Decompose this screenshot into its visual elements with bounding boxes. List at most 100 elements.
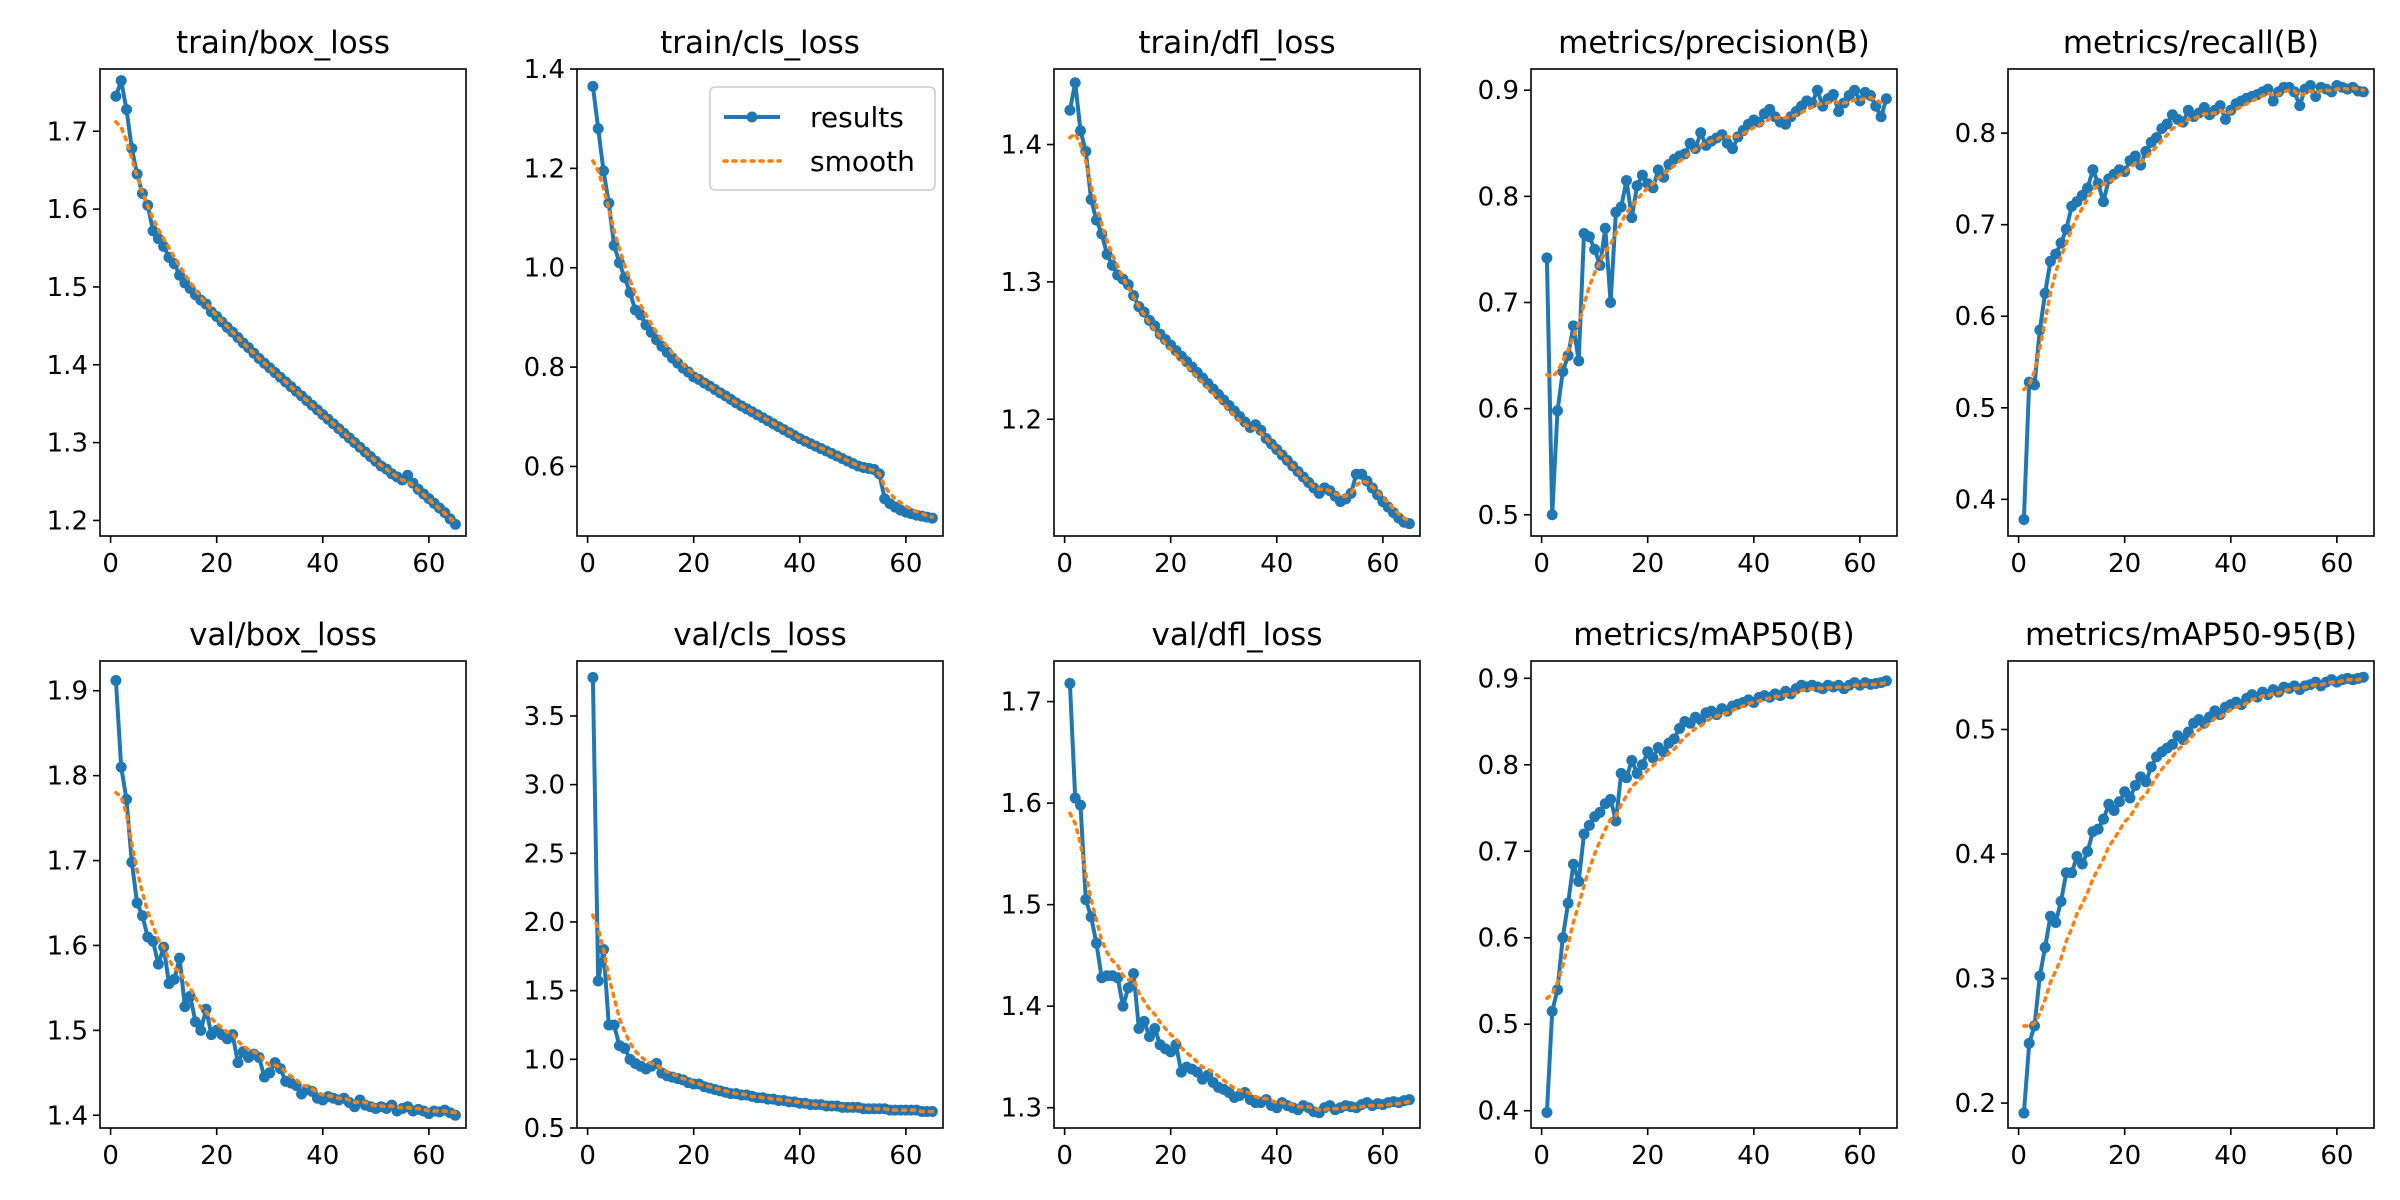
results-point <box>2145 761 2157 773</box>
x-tick-label: 60 <box>412 549 445 579</box>
results-point <box>2161 118 2173 130</box>
results-point <box>1090 937 1102 949</box>
x-tick-label: 60 <box>412 1141 445 1171</box>
y-tick-label: 1.4 <box>1001 131 1042 161</box>
results-point <box>2262 83 2274 95</box>
y-tick-label: 1.5 <box>47 273 88 303</box>
results-point <box>2039 941 2051 953</box>
x-tick-label: 20 <box>2108 1141 2141 1171</box>
results-point <box>2018 514 2030 526</box>
results-point <box>1647 752 1659 764</box>
x-tick-label: 0 <box>102 1141 119 1171</box>
results-point <box>1578 828 1590 840</box>
smooth-line <box>2022 676 2366 1028</box>
y-tick-label: 3.0 <box>524 771 565 801</box>
y-tick-label: 1.5 <box>524 977 565 1007</box>
results-point <box>2050 248 2062 260</box>
x-tick-label: 60 <box>1366 549 1399 579</box>
results-point <box>1620 174 1632 186</box>
results-point <box>1626 212 1638 224</box>
results-point <box>110 90 122 102</box>
y-tick-label: 1.2 <box>524 154 565 184</box>
results-point <box>168 973 180 985</box>
y-tick-label: 0.4 <box>1955 840 1996 870</box>
results-point <box>592 975 604 987</box>
results-point <box>2055 237 2067 249</box>
y-tick-label: 0.7 <box>1478 289 1519 319</box>
x-tick-label: 60 <box>889 1141 922 1171</box>
x-tick-label: 0 <box>1056 549 1073 579</box>
x-tick-label: 0 <box>2010 1141 2027 1171</box>
panel-7: val/dfl_loss 0 20 40 60 1.3 1.4 1.5 1.6 1.7 <box>1001 617 1421 1171</box>
axes-frame <box>1053 68 1421 537</box>
results-point <box>195 1024 207 1036</box>
smooth-line <box>1545 95 1889 379</box>
panel-5: val/box_loss 0 20 40 60 1.4 1.5 1.6 1.7 1.8 1.9 <box>47 617 467 1171</box>
results-point <box>1567 320 1579 332</box>
results-point <box>147 935 159 947</box>
results-point <box>110 675 122 687</box>
results-point <box>1594 806 1606 818</box>
legend: results smooth <box>709 86 936 191</box>
results-point <box>1631 180 1643 192</box>
results-point <box>2135 159 2147 171</box>
results-point <box>1149 1023 1161 1035</box>
y-tick-label: 1.5 <box>1001 891 1042 921</box>
y-tick-label: 0.8 <box>524 353 565 383</box>
axes-frame <box>1053 660 1421 1129</box>
results-point <box>152 233 164 245</box>
results-point <box>1827 88 1839 100</box>
x-tick-label: 40 <box>306 549 339 579</box>
results-point <box>232 1057 244 1069</box>
y-tick-label: 0.6 <box>1955 302 1996 332</box>
x-tick-label: 0 <box>579 1141 596 1171</box>
legend-box <box>709 86 936 191</box>
smooth-line <box>591 159 935 519</box>
results-point <box>2082 846 2094 858</box>
y-tick-label: 0.4 <box>1478 1097 1519 1127</box>
results-point <box>2023 1037 2035 1049</box>
results-point <box>1064 677 1076 689</box>
x-tick-label: 40 <box>306 1141 339 1171</box>
x-tick-label: 0 <box>1056 1141 1073 1171</box>
results-point <box>152 958 164 970</box>
results-point <box>200 1003 212 1015</box>
results-point <box>131 897 143 909</box>
results-point <box>2294 100 2306 112</box>
y-tick-label: 1.3 <box>47 429 88 459</box>
x-tick-label: 0 <box>1533 549 1550 579</box>
smooth-line <box>2022 86 2366 392</box>
results-point <box>1085 911 1097 923</box>
y-tick-label: 0.3 <box>1955 965 1996 995</box>
results-point <box>189 1016 201 1028</box>
axes-frame <box>1530 660 1898 1129</box>
y-tick-label: 1.6 <box>1001 789 1042 819</box>
y-tick-label: 0.7 <box>1955 211 1996 241</box>
results-point <box>1080 894 1092 906</box>
results-point <box>1552 405 1564 417</box>
results-point <box>264 1067 276 1079</box>
smooth-line <box>591 913 935 1114</box>
results-point <box>147 225 159 237</box>
x-tick-label: 40 <box>1737 1141 1770 1171</box>
results-point <box>1112 972 1124 984</box>
results-point <box>1806 97 1818 109</box>
y-tick-label: 0.8 <box>1478 182 1519 212</box>
results-point <box>2092 823 2104 835</box>
y-tick-label: 1.8 <box>47 762 88 792</box>
y-tick-label: 1.4 <box>47 1101 88 1131</box>
x-tick-label: 20 <box>1154 549 1187 579</box>
results-point <box>2066 867 2078 879</box>
y-tick-label: 0.9 <box>1478 76 1519 106</box>
results-point <box>1255 424 1267 436</box>
panel-6: val/cls_loss 0 20 40 60 0.5 1.0 1.5 2.0 2.5 3.0 3.5 <box>524 617 944 1171</box>
results-point <box>2050 917 2062 929</box>
panel-title: metrics/recall(B) <box>2063 25 2319 61</box>
x-tick-label: 40 <box>1260 549 1293 579</box>
axes-frame <box>576 68 944 537</box>
y-tick-label: 0.8 <box>1478 751 1519 781</box>
results-point <box>2304 79 2316 91</box>
panel-title: train/box_loss <box>176 25 390 61</box>
y-tick-label: 1.2 <box>1001 405 1042 435</box>
panel-8: metrics/mAP50(B) 0 20 40 60 0.4 0.5 0.6 0.7 0.8 0.… <box>1478 617 1898 1171</box>
